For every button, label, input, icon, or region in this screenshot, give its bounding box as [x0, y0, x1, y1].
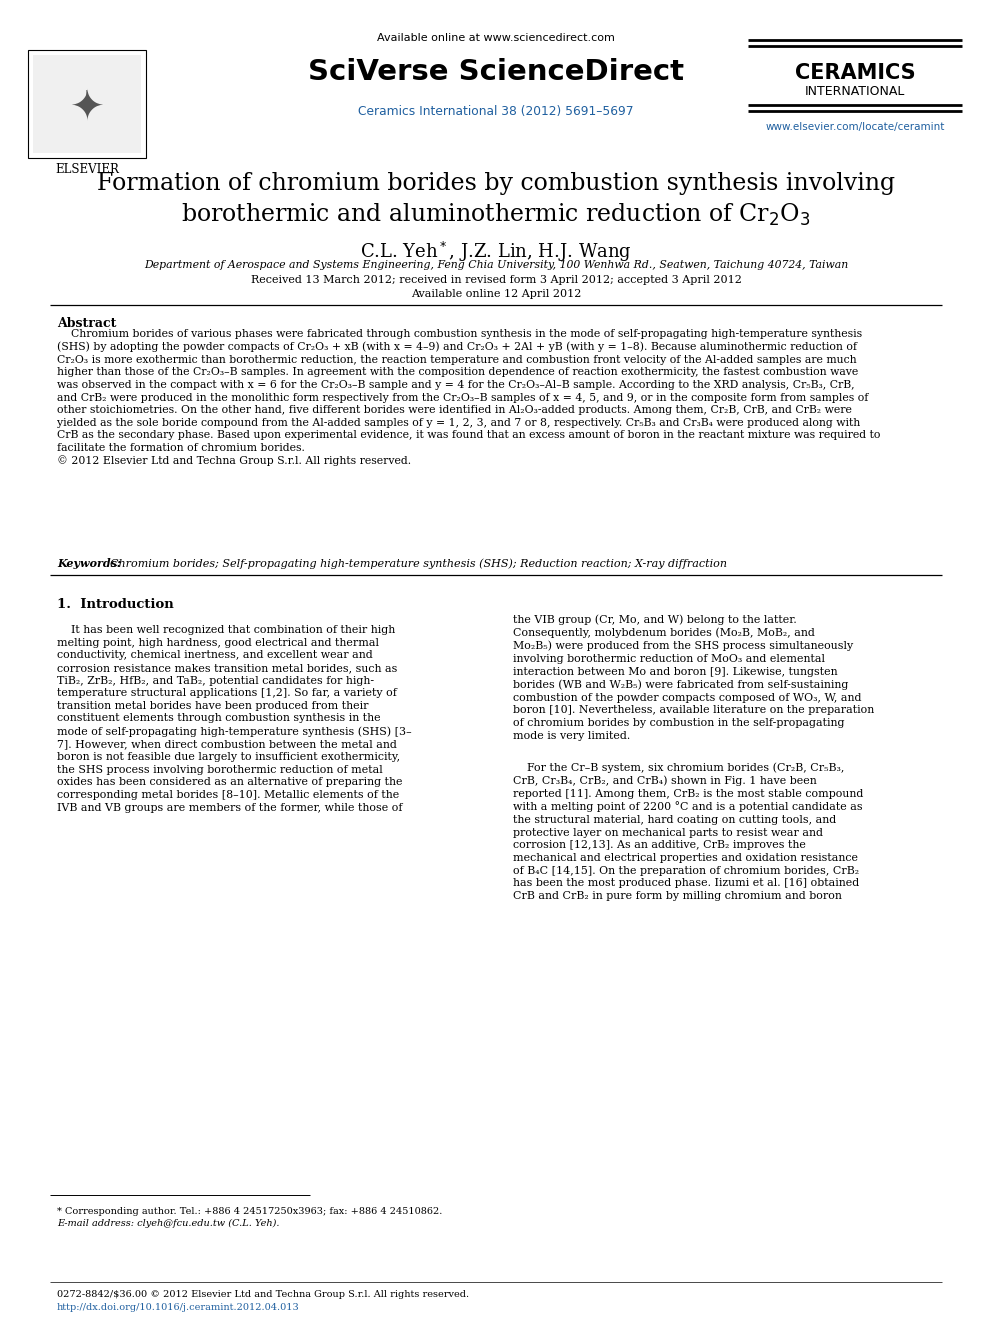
Text: ✦: ✦: [69, 87, 104, 130]
Text: Department of Aerospace and Systems Engineering, Feng Chia University, 100 Wenhw: Department of Aerospace and Systems Engi…: [144, 261, 848, 270]
Text: Chromium borides; Self-propagating high-temperature synthesis (SHS); Reduction r: Chromium borides; Self-propagating high-…: [103, 558, 727, 569]
Text: 0272-8842/$36.00 © 2012 Elsevier Ltd and Techna Group S.r.l. All rights reserved: 0272-8842/$36.00 © 2012 Elsevier Ltd and…: [57, 1290, 469, 1299]
Bar: [33, 56, 141, 153]
Text: INTERNATIONAL: INTERNATIONAL: [805, 85, 905, 98]
Text: SciVerse ScienceDirect: SciVerse ScienceDirect: [308, 58, 684, 86]
Text: ELSEVIER: ELSEVIER: [56, 163, 119, 176]
Text: CERAMICS: CERAMICS: [795, 64, 916, 83]
Text: http://dx.doi.org/10.1016/j.ceramint.2012.04.013: http://dx.doi.org/10.1016/j.ceramint.201…: [57, 1303, 300, 1312]
Text: Available online 12 April 2012: Available online 12 April 2012: [411, 288, 581, 299]
Text: the VIB group (Cr, Mo, and W) belong to the latter.
Consequently, molybdenum bor: the VIB group (Cr, Mo, and W) belong to …: [513, 614, 874, 741]
Text: |: |: [78, 90, 96, 101]
Text: Abstract: Abstract: [57, 318, 116, 329]
Text: Available online at www.sciencedirect.com: Available online at www.sciencedirect.co…: [377, 33, 615, 44]
Text: * Corresponding author. Tel.: +886 4 24517250x3963; fax: +886 4 24510862.: * Corresponding author. Tel.: +886 4 245…: [57, 1207, 442, 1216]
Text: www.elsevier.com/locate/ceramint: www.elsevier.com/locate/ceramint: [765, 122, 944, 132]
Text: Received 13 March 2012; received in revised form 3 April 2012; accepted 3 April : Received 13 March 2012; received in revi…: [251, 275, 741, 284]
Text: It has been well recognized that combination of their high
melting point, high h: It has been well recognized that combina…: [57, 624, 412, 812]
Text: E-mail address: clyeh@fcu.edu.tw (C.L. Yeh).: E-mail address: clyeh@fcu.edu.tw (C.L. Y…: [57, 1218, 280, 1228]
Text: 1.  Introduction: 1. Introduction: [57, 598, 174, 611]
Text: borothermic and aluminothermic reduction of Cr$_2$O$_3$: borothermic and aluminothermic reduction…: [182, 202, 810, 228]
Text: C.L. Yeh$^*$, J.Z. Lin, H.J. Wang: C.L. Yeh$^*$, J.Z. Lin, H.J. Wang: [360, 239, 632, 265]
Text: Formation of chromium borides by combustion synthesis involving: Formation of chromium borides by combust…: [97, 172, 895, 194]
Text: Chromium borides of various phases were fabricated through combustion synthesis : Chromium borides of various phases were …: [57, 329, 880, 467]
Text: Ceramics International 38 (2012) 5691–5697: Ceramics International 38 (2012) 5691–56…: [358, 105, 634, 118]
Bar: [28, 50, 146, 157]
Text: For the Cr–B system, six chromium borides (Cr₂B, Cr₅B₃,
CrB, Cr₃B₄, CrB₂, and Cr: For the Cr–B system, six chromium boride…: [513, 762, 863, 901]
Text: Keywords:: Keywords:: [57, 558, 121, 569]
